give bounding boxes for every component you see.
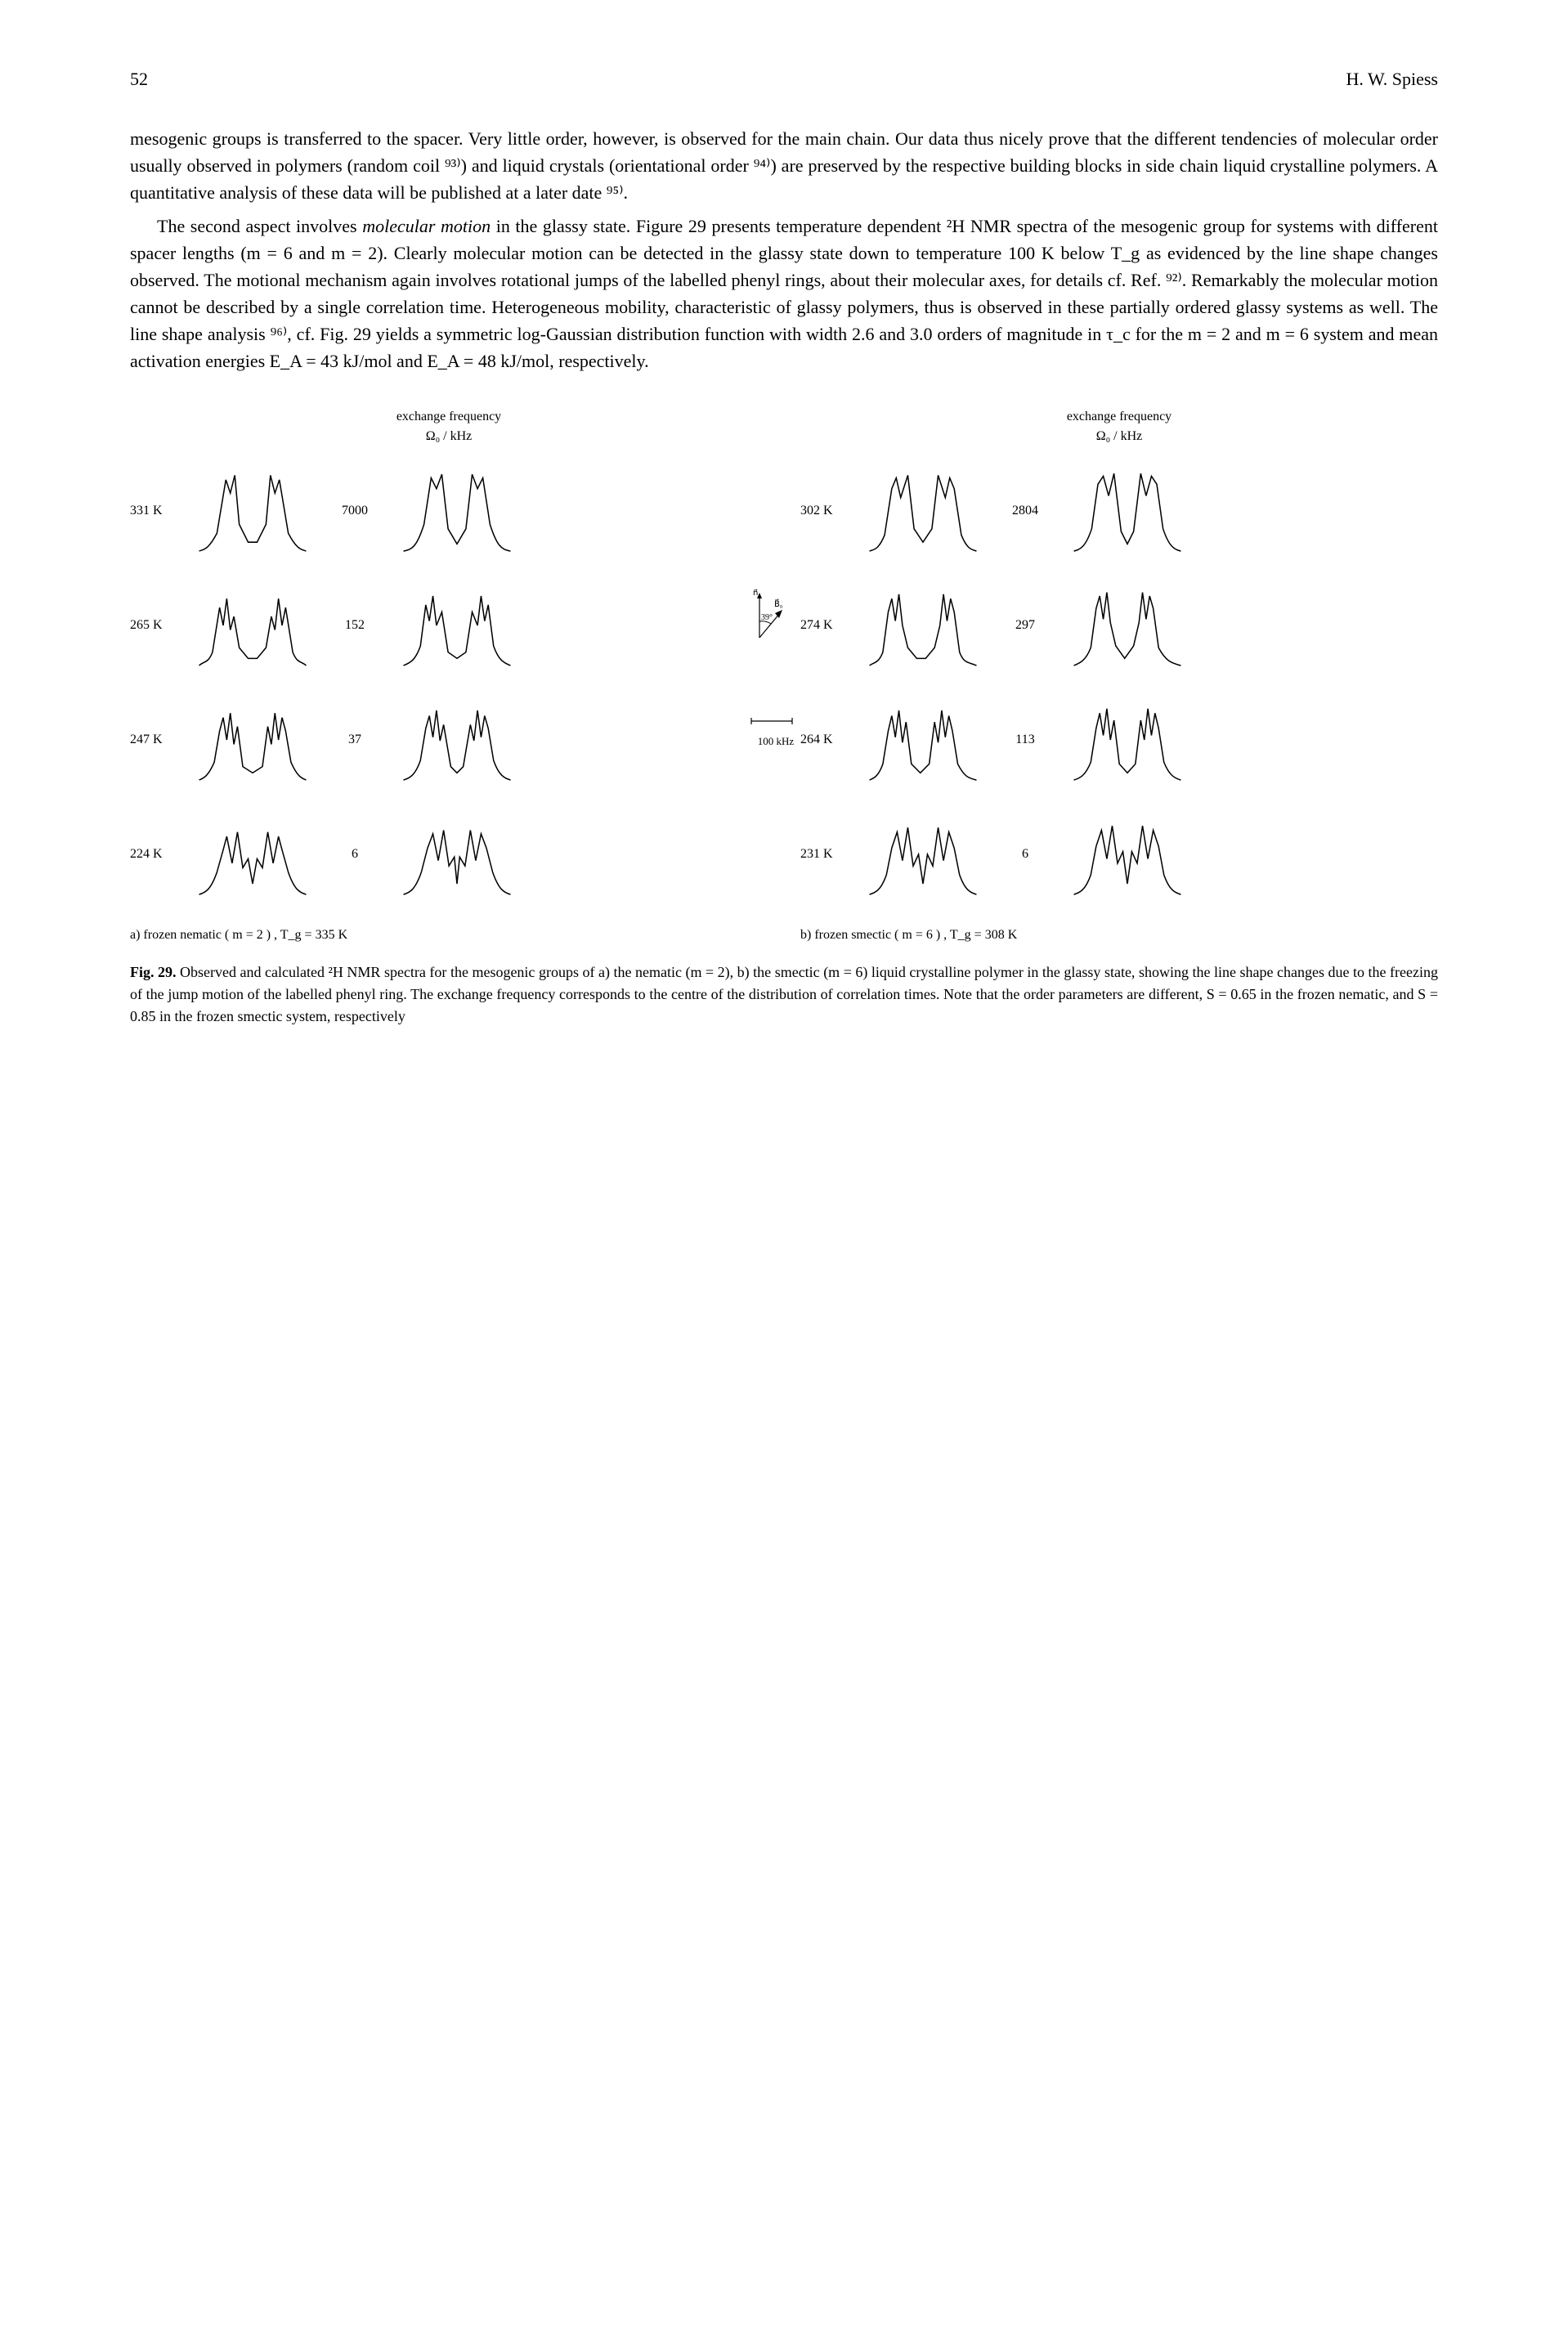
spectra-row-b-2: 264 K 113	[800, 687, 1438, 793]
figure-29: exchange frequency Ω₀ / kHz 331 K 7000 2…	[130, 407, 1438, 1028]
spectrum-observed	[849, 805, 997, 903]
angle-b-label: B⃗₀	[774, 598, 783, 609]
scale-bar: 100 kHz	[743, 711, 809, 750]
spectrum-calculated	[1054, 576, 1201, 674]
freq-label: 37	[334, 730, 375, 750]
freq-label: 113	[1005, 730, 1046, 750]
spectra-row-b-3: 231 K 6 100 kHz	[800, 801, 1438, 907]
spectra-row-b-0: 302 K 2804	[800, 458, 1438, 564]
paragraph-2: The second aspect involves molecular mot…	[130, 213, 1438, 374]
spectrum-calculated	[383, 805, 531, 903]
spectrum-observed	[179, 462, 326, 560]
angle-n-label: n⃗	[753, 589, 758, 598]
temp-label: 231 K	[800, 845, 841, 864]
temp-label: 247 K	[130, 730, 171, 750]
spectrum-observed	[179, 805, 326, 903]
spectra-column-b: exchange frequency Ω₀ / kHz 302 K 2804 2…	[800, 407, 1438, 945]
freq-label: 7000	[334, 501, 375, 521]
freq-label: 152	[334, 616, 375, 635]
freq-label: 297	[1005, 616, 1046, 635]
italic-phrase: molecular motion	[362, 216, 491, 236]
freq-label: 2804	[1005, 501, 1046, 521]
spectrum-observed	[849, 691, 997, 789]
figure-caption: Fig. 29. Observed and calculated ²H NMR …	[130, 961, 1438, 1028]
paragraph-1: mesogenic groups is transferred to the s…	[130, 125, 1438, 206]
spectra-row-b-1: 274 K 297	[800, 572, 1438, 679]
page-header: 52 H. W. Spiess	[130, 65, 1438, 92]
spectrum-observed	[849, 576, 997, 674]
spectra-header-a: exchange frequency Ω₀ / kHz	[130, 407, 768, 446]
temp-label: 331 K	[130, 501, 171, 521]
column-b-caption: b) frozen smectic ( m = 6 ) , T_g = 308 …	[800, 925, 1438, 945]
figure-label: Fig. 29.	[130, 964, 177, 980]
temp-label: 265 K	[130, 616, 171, 635]
angle-inset: n⃗ B⃗₀ 39°	[735, 589, 784, 652]
figure-caption-text: Observed and calculated ²H NMR spectra f…	[130, 964, 1438, 1024]
spectrum-observed	[849, 462, 997, 560]
spectra-row-a-2: 247 K 37	[130, 687, 768, 793]
spectrum-calculated	[383, 576, 531, 674]
page-number: 52	[130, 65, 148, 92]
freq-label: 6	[1005, 845, 1046, 864]
spectrum-calculated	[383, 691, 531, 789]
temp-label: 224 K	[130, 845, 171, 864]
spectrum-calculated	[1054, 805, 1201, 903]
spectra-column-a: exchange frequency Ω₀ / kHz 331 K 7000 2…	[130, 407, 768, 945]
author-name: H. W. Spiess	[1346, 65, 1438, 92]
angle-value: 39°	[761, 613, 773, 622]
temp-label: 274 K	[800, 616, 841, 635]
spectrum-calculated	[1054, 462, 1201, 560]
spectra-header-b: exchange frequency Ω₀ / kHz	[800, 407, 1438, 446]
spectra-row-a-0: 331 K 7000	[130, 458, 768, 564]
spectrum-calculated	[1054, 691, 1201, 789]
spectrum-observed	[179, 691, 326, 789]
spectra-row-a-1: 265 K 152 n⃗ B⃗₀	[130, 572, 768, 679]
spectrum-observed	[179, 576, 326, 674]
spectra-row-a-3: 224 K 6	[130, 801, 768, 907]
temp-label: 302 K	[800, 501, 841, 521]
freq-label: 6	[334, 845, 375, 864]
column-a-caption: a) frozen nematic ( m = 2 ) , T_g = 335 …	[130, 925, 768, 945]
spectra-grid: exchange frequency Ω₀ / kHz 331 K 7000 2…	[130, 407, 1438, 945]
body-text: mesogenic groups is transferred to the s…	[130, 125, 1438, 374]
spectrum-calculated	[383, 462, 531, 560]
